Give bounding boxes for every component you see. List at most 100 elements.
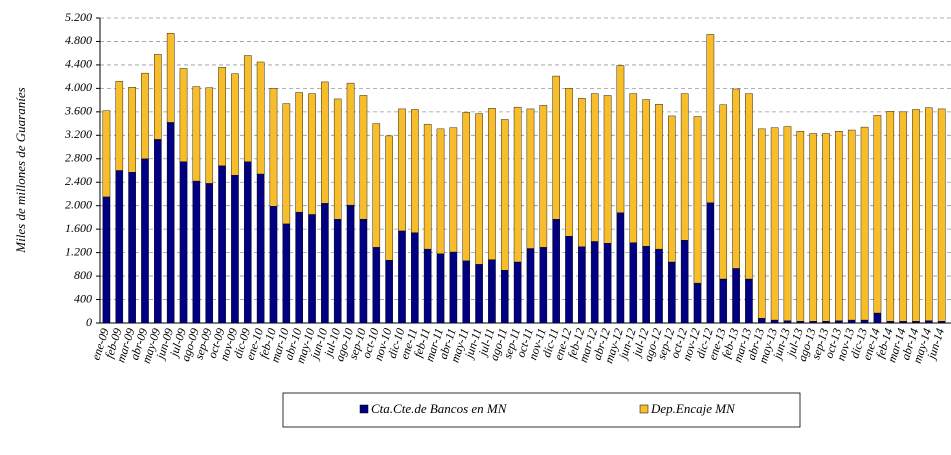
bar-segment	[770, 319, 779, 324]
legend-box	[282, 392, 801, 428]
bar-segment	[102, 110, 111, 198]
bar-segment	[346, 82, 355, 206]
y-tick-label: 3.600	[64, 104, 92, 118]
bar-segment	[205, 183, 214, 324]
bar-segment	[269, 88, 278, 207]
bar-segment	[642, 245, 650, 324]
bar-segment	[295, 92, 303, 213]
bar-segment	[231, 73, 239, 176]
y-tick-label: 4.400	[65, 57, 92, 71]
bar-segment	[449, 127, 458, 253]
bar-segment	[629, 93, 638, 243]
bar-segment	[179, 68, 188, 162]
y-tick-label: 1.200	[65, 244, 92, 258]
y-tick-label: 5.200	[65, 10, 92, 24]
bar-segment	[925, 320, 933, 324]
y-tick-label: 3.200	[64, 127, 92, 141]
bar-segment	[385, 135, 393, 261]
bar-segment	[243, 55, 252, 162]
y-tick-label: 1.600	[65, 221, 92, 235]
bar-segment	[256, 173, 265, 324]
bar-segment	[565, 235, 573, 324]
bar-segment	[822, 133, 830, 322]
bar-segment	[398, 108, 406, 232]
bar-segment	[590, 93, 599, 242]
bar-segment	[719, 278, 728, 324]
bar-segment	[115, 170, 124, 324]
bar-segment	[526, 108, 535, 249]
bar-segment	[154, 139, 162, 324]
bar-segment	[706, 34, 715, 203]
bar-segment	[321, 81, 329, 204]
bar-segment	[655, 248, 663, 324]
bar-segment	[488, 108, 496, 260]
bar-segment	[333, 218, 342, 324]
bar-segment	[423, 123, 432, 250]
bar-segment	[809, 321, 817, 324]
y-tick-label: 4.000	[65, 80, 92, 94]
bar-segment	[141, 72, 149, 159]
bar-segment	[873, 115, 882, 314]
bar-segment	[680, 93, 689, 241]
bar-segment	[411, 232, 419, 324]
y-tick-label: 0	[86, 315, 92, 329]
bar-segment	[321, 203, 329, 324]
bar-segment	[899, 111, 907, 322]
bar-segment	[796, 321, 805, 324]
bar-segment	[359, 95, 368, 220]
bar-segment	[899, 321, 907, 324]
y-tick-label: 400	[74, 291, 92, 305]
bar-segment	[166, 33, 175, 123]
bar-segment	[680, 240, 689, 324]
bar-segment	[642, 99, 650, 247]
bar-segment	[333, 98, 342, 220]
bar-segment	[128, 87, 136, 173]
bar-segment	[796, 131, 805, 322]
bar-segment	[603, 95, 612, 244]
bar-segment	[385, 260, 393, 324]
bar-segment	[629, 242, 638, 324]
y-tick-label: 2.800	[65, 151, 92, 165]
bar-segment	[282, 103, 291, 225]
bar-segment	[141, 158, 149, 324]
bar-segment	[668, 261, 676, 324]
bar-segment	[732, 88, 740, 269]
bar-segment	[166, 122, 175, 324]
bar-segment	[449, 251, 458, 324]
bar-segment	[179, 161, 188, 324]
bar-segment	[590, 241, 599, 324]
bar-segment	[475, 113, 483, 265]
bar-segment	[937, 321, 946, 324]
bar-segment	[693, 282, 702, 324]
bar-segment	[513, 261, 522, 324]
y-axis-label: Miles de millones de Guaraníes	[13, 87, 28, 253]
bar-segment	[436, 128, 445, 254]
bar-segment	[860, 126, 869, 321]
bar-segment	[205, 87, 214, 184]
bar-segment	[308, 214, 316, 324]
bar-segment	[745, 93, 753, 280]
legend-label: Dep.Encaje MN	[650, 401, 736, 416]
bar-segment	[398, 230, 406, 324]
bar-segment	[462, 260, 471, 324]
bar-segment	[423, 248, 432, 324]
bar-segment	[192, 180, 201, 324]
bar-segment	[552, 218, 560, 324]
bar-segment	[668, 115, 676, 263]
bar-segment	[308, 93, 316, 215]
bar-segment	[218, 67, 226, 167]
bar-segment	[616, 65, 625, 213]
y-tick-label: 2.400	[65, 174, 92, 188]
bar-segment	[835, 131, 843, 321]
bar-segment	[500, 119, 509, 271]
bar-segment	[346, 204, 355, 324]
bar-segment	[847, 129, 856, 321]
bar-segment	[603, 243, 612, 324]
bar-segment	[860, 319, 869, 324]
bar-segment	[783, 320, 792, 324]
bar-segment	[128, 172, 136, 324]
bar-segment	[873, 312, 882, 324]
bar-segment	[526, 248, 535, 324]
bar-segment	[770, 127, 779, 321]
